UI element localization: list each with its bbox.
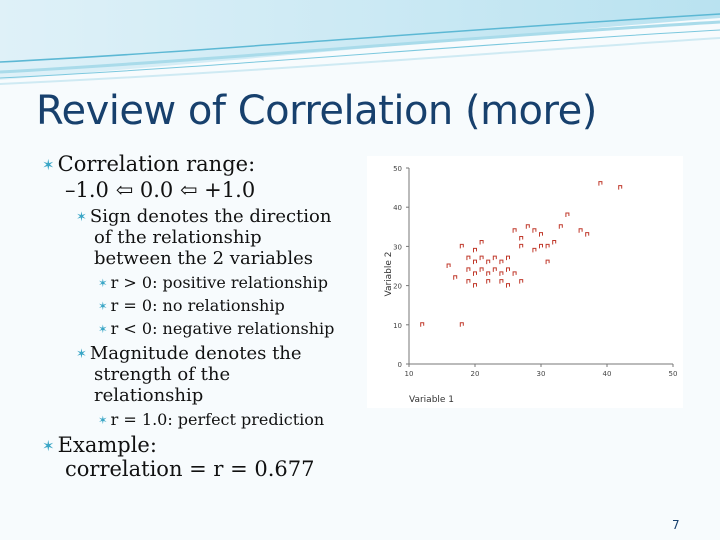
x-axis-label: Variable 1: [409, 395, 454, 405]
scatter-point: [466, 279, 471, 284]
scatter-point: [539, 243, 543, 249]
scatter-point: [479, 267, 484, 272]
magnitude-bullet: ✶ Magnitude denotes the: [76, 343, 302, 364]
scatter-point: [453, 275, 458, 280]
scatter-point: [558, 224, 563, 229]
sign-item: ✶ r > 0: positive relationship: [98, 273, 328, 292]
sign-heading-line-1: Sign denotes the direction: [89, 206, 332, 227]
x-tick-label: 30: [537, 370, 546, 378]
magnitude-heading-line-2: strength of the: [94, 364, 231, 385]
scatter-point: [585, 232, 590, 237]
scatter-point: [486, 279, 491, 284]
scatter-point: [499, 259, 504, 265]
x-tick-label: 50: [669, 370, 678, 378]
y-tick-label: 50: [393, 165, 402, 173]
example-line: correlation = r = 0.677: [65, 457, 315, 481]
scatter-point: [519, 279, 524, 284]
scatter-point: [519, 243, 524, 249]
scatter-point: [512, 228, 517, 233]
scatter-point: [459, 322, 464, 327]
scatter-point: [479, 239, 484, 245]
scatter-point: [459, 243, 464, 249]
example-bullet: ✶ Example:: [42, 433, 157, 457]
scatter-point: [486, 259, 491, 265]
sign-item-text: r = 0: no relationship: [110, 296, 285, 315]
sign-heading-line-3: between the 2 variables: [94, 248, 313, 269]
bullet-icon: ✶: [42, 437, 55, 455]
scatter-point: [545, 259, 550, 265]
scatter-point: [492, 267, 497, 272]
sign-heading-line-2: of the relationship: [94, 227, 262, 248]
sign-bullet: ✶ Sign denotes the direction: [76, 206, 331, 227]
magnitude-heading-line-1: Magnitude denotes the: [89, 343, 302, 364]
scatter-point: [506, 283, 510, 288]
scatter-point: [420, 322, 425, 327]
bullet-icon: ✶: [98, 299, 108, 313]
scatter-point: [539, 232, 543, 237]
sign-item: ✶ r < 0: negative relationship: [98, 319, 334, 338]
x-tick-label: 20: [471, 370, 480, 378]
scatter-point: [519, 236, 524, 241]
y-axis-label: Variable 2: [384, 251, 394, 296]
y-tick-label: 30: [393, 243, 402, 251]
scatter-point: [532, 228, 537, 233]
scatter-point: [473, 283, 477, 288]
bullet-icon: ✶: [76, 347, 87, 362]
scatter-point: [545, 243, 550, 249]
scatter-point: [466, 267, 471, 272]
page-number: 7: [672, 518, 680, 532]
x-tick-label: 40: [603, 370, 612, 378]
example-heading: Example:: [57, 433, 157, 457]
sign-item-text: r > 0: positive relationship: [110, 273, 329, 292]
bullet-icon: ✶: [98, 413, 108, 427]
scatter-plot: 0 10 20 30 40 50 10 20 30 40 50 Variable 1 Variable …: [367, 156, 683, 408]
scatter-point: [578, 228, 583, 233]
slide-title: Review of Correlation (more): [36, 88, 597, 134]
scatter-point: [506, 267, 510, 272]
bullet-icon: ✶: [76, 210, 87, 225]
y-tick-label: 10: [393, 322, 402, 330]
sign-item-text: r < 0: negative relationship: [110, 319, 335, 338]
scatter-point: [598, 181, 603, 186]
x-tick-label: 10: [405, 370, 414, 378]
scatter-point: [473, 271, 477, 276]
scatter-point: [473, 247, 477, 253]
scatter-point: [492, 255, 497, 261]
bullet-icon: ✶: [98, 322, 108, 336]
scatter-point: [525, 224, 530, 229]
scatter-point: [473, 259, 477, 265]
range-line: –1.0 ⇦ 0.0 ⇦ +1.0: [65, 178, 256, 202]
range-bullet: ✶ Correlation range:: [42, 152, 255, 176]
magnitude-heading-line-3: relationship: [94, 385, 204, 406]
magnitude-item: ✶ r = 1.0: perfect prediction: [98, 410, 324, 429]
range-heading: Correlation range:: [57, 152, 256, 176]
scatter-point: [479, 255, 484, 261]
bullet-icon: ✶: [42, 156, 55, 174]
sign-item: ✶ r = 0: no relationship: [98, 296, 285, 315]
scatter-point: [618, 185, 623, 190]
scatter-point: [466, 255, 471, 261]
y-tick-label: 0: [398, 361, 402, 369]
scatter-point: [552, 239, 557, 245]
scatter-point: [486, 271, 491, 276]
scatter-point: [446, 263, 451, 268]
y-tick-label: 40: [393, 204, 402, 212]
scatter-point: [506, 255, 510, 261]
scatter-point: [512, 271, 517, 276]
scatter-point: [499, 271, 504, 276]
scatter-point: [565, 212, 570, 218]
scatter-point: [499, 279, 504, 284]
y-tick-label: 20: [393, 283, 402, 291]
scatter-point: [532, 247, 537, 253]
bullet-icon: ✶: [98, 276, 108, 290]
magnitude-item-text: r = 1.0: perfect prediction: [110, 410, 325, 429]
